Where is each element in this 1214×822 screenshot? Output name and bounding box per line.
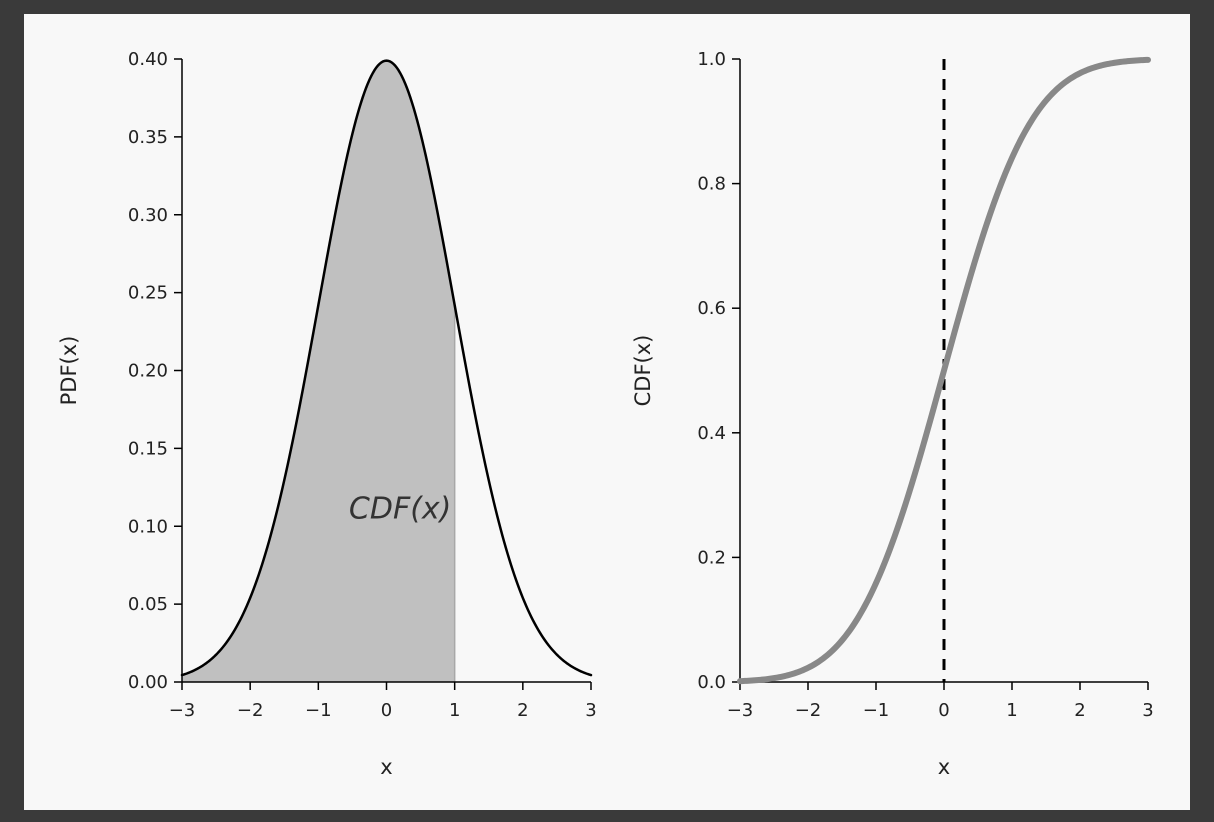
x-tick-label: 0 <box>381 700 392 721</box>
data-point <box>454 304 456 306</box>
x-tick-label: 1 <box>449 700 460 721</box>
x-tick-label: 3 <box>585 700 596 721</box>
data-point <box>1011 157 1013 159</box>
x-axis-label: x <box>380 755 392 779</box>
x-tick-label: −1 <box>305 700 332 721</box>
data-point <box>522 597 524 599</box>
y-tick-label: 0.00 <box>128 672 168 693</box>
x-tick-label: −2 <box>795 700 822 721</box>
y-tick-label: 1.0 <box>697 49 726 70</box>
y-tick-label: 0.35 <box>128 127 168 148</box>
data-point <box>1079 72 1081 74</box>
x-tick-label: 2 <box>1074 700 1085 721</box>
x-tick-label: 1 <box>1006 700 1017 721</box>
data-point <box>351 133 353 135</box>
data-point <box>739 680 741 682</box>
x-tick-label: −1 <box>863 700 890 721</box>
data-point <box>386 60 388 62</box>
cdf-curve <box>737 56 1151 685</box>
cdf-area-annotation: CDF(x) <box>349 491 451 526</box>
y-tick-label: 0.15 <box>128 438 168 459</box>
y-axis-label: PDF(x) <box>57 336 81 406</box>
data-point <box>1113 62 1115 64</box>
x-tick-label: 2 <box>517 700 528 721</box>
data-point <box>317 304 319 306</box>
y-tick-label: 0.40 <box>128 49 168 70</box>
x-tick-label: −3 <box>727 700 754 721</box>
data-point <box>181 675 183 677</box>
y-tick-label: 0.20 <box>128 361 168 382</box>
y-tick-label: 0.30 <box>128 205 168 226</box>
y-tick-label: 0.25 <box>128 283 168 304</box>
data-point <box>875 582 877 584</box>
data-point <box>773 677 775 679</box>
figure-panel: 0.00 0.05 0.10 0.15 0.20 0.25 0.30 0.35 0.40 −3 −2… <box>24 14 1190 810</box>
pdf-chart: 0.00 0.05 0.10 0.15 0.20 0.25 0.30 0.35 0.40 −3 −2… <box>57 49 597 779</box>
data-point <box>977 251 979 253</box>
data-point <box>420 133 422 135</box>
y-tick-label: 0.6 <box>697 298 726 319</box>
y-tick-label: 0.05 <box>128 594 168 615</box>
data-point <box>556 653 558 655</box>
data-point <box>909 488 911 490</box>
figure-svg: 0.000.050.100.150.200.250.300.350.40−3 −2… <box>57 49 1154 779</box>
y-axis-label: CDF(x) <box>631 335 655 407</box>
y-tick-label: 0.4 <box>697 423 726 444</box>
y-tick-label: 0.10 <box>128 516 168 537</box>
data-point <box>215 653 217 655</box>
data-point <box>590 675 592 677</box>
data-point <box>1147 59 1149 61</box>
x-tick-label: 0 <box>938 700 949 721</box>
data-point <box>488 479 490 481</box>
data-point <box>249 597 251 599</box>
x-tick-label: −3 <box>169 700 196 721</box>
x-tick-label: −2 <box>237 700 264 721</box>
data-point <box>1045 100 1047 102</box>
cdf-chart: 0.0 0.2 0.4 0.6 0.8 1.0 −3 −2 −1 0 1 2 3 x CDF(x) <box>631 49 1154 779</box>
data-point <box>807 667 809 669</box>
data-point <box>841 639 843 641</box>
x-tick-label: 3 <box>1142 700 1153 721</box>
pdf-curve <box>180 59 593 677</box>
x-axis-label: x <box>938 755 950 779</box>
y-tick-label: 0.8 <box>697 174 726 195</box>
shaded-area <box>182 60 455 682</box>
y-tick-label: 0.0 <box>697 672 726 693</box>
data-point <box>943 370 945 372</box>
y-tick-label: 0.2 <box>697 547 726 568</box>
data-point <box>283 479 285 481</box>
